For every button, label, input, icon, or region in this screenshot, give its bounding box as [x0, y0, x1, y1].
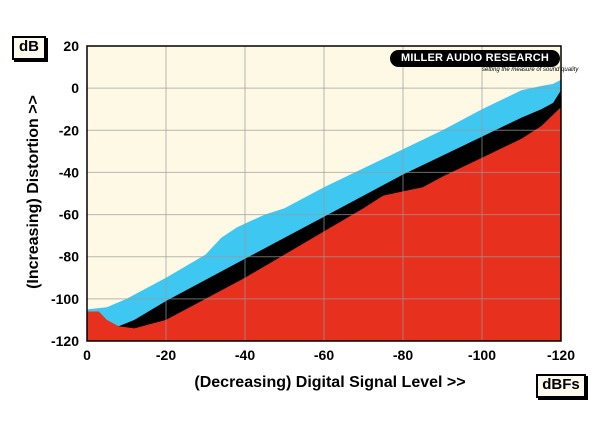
brand-logo-name: MILLER AUDIO RESEARCH: [390, 50, 560, 67]
series-2-area: [87, 107, 561, 341]
x-tick-label: -60: [314, 347, 334, 363]
brand-logo: MILLER AUDIO RESEARCH setting the measur…: [390, 50, 578, 76]
x-tick-label: -40: [235, 347, 255, 363]
x-tick-label: -100: [468, 347, 496, 363]
x-axis-title: (Decreasing) Digital Signal Level >>: [194, 374, 466, 391]
grid-layer: [87, 46, 561, 341]
y-tick-label: -100: [51, 291, 79, 307]
y-tick-label: -40: [59, 164, 79, 180]
brand-logo-tagline: setting the measure of sound quality: [482, 67, 579, 73]
x-tick-label: -120: [547, 347, 575, 363]
y-tick-label: -120: [51, 333, 79, 349]
plot-frame: [86, 45, 562, 342]
y-axis-title: (Increasing) Distortion >>: [25, 95, 42, 289]
x-tick-label: 0: [83, 347, 91, 363]
x-tick-label: -20: [156, 347, 176, 363]
y-tick-label: -60: [59, 207, 79, 223]
y-unit-label: dB: [12, 36, 46, 60]
y-tick-label: 0: [71, 80, 79, 96]
x-unit-label: dBFs: [536, 374, 586, 398]
y-tick-label: -20: [59, 122, 79, 138]
y-tick-label: 20: [63, 38, 79, 54]
y-tick-label: -80: [59, 249, 79, 265]
tick-layer: 0 -20 -40 -60 -80 -100 -120 20 0 -20 -40 -60 -80 -100…: [51, 38, 575, 363]
x-tick-label: -80: [393, 347, 413, 363]
